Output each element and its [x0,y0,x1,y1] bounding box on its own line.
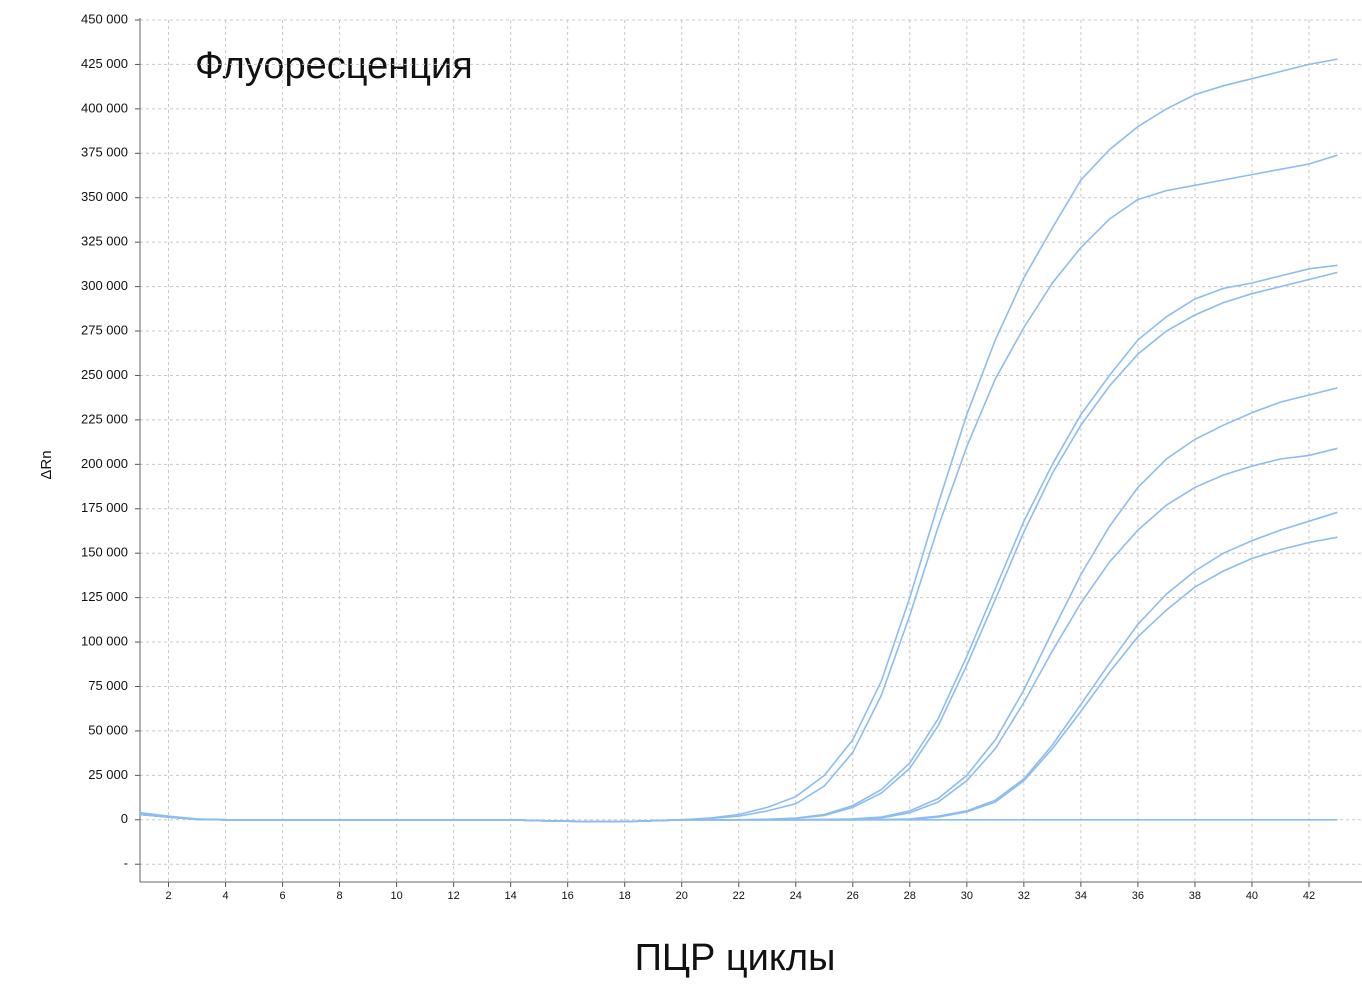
y-tick-label: 250 000 [81,367,128,382]
x-tick-label: 6 [279,890,285,902]
y-tick-label: 325 000 [81,234,128,249]
x-tick-label: 36 [1132,890,1144,902]
x-tick-label: 22 [733,890,745,902]
y-tick-label: 0 [121,811,128,826]
y-tick-label: 400 000 [81,100,128,115]
x-tick-label: 4 [222,890,228,902]
y-tick-label: 200 000 [81,456,128,471]
x-tick-label: 34 [1075,890,1087,902]
y-tick-label: 425 000 [81,56,128,71]
y-tick-label: 150 000 [81,545,128,560]
y-tick-label: - [124,856,128,871]
y-tick-label: 350 000 [81,189,128,204]
y-tick-label: 275 000 [81,322,128,337]
amplification-curve [140,271,1338,823]
x-tick-label: 16 [562,890,574,902]
y-tick-label: 175 000 [81,500,128,515]
x-tick-label: 20 [676,890,688,902]
x-tick-label: 30 [961,890,973,902]
x-tick-label: 38 [1189,890,1201,902]
x-tick-label: 24 [790,890,802,902]
y-tick-label: 50 000 [88,722,128,737]
y-axis-label: ΔRn [38,450,55,479]
y-tick-label: 450 000 [81,11,128,26]
amplification-curve [140,511,1338,823]
x-tick-label: 42 [1303,890,1315,902]
chart-title: Флуоресценция [195,45,473,87]
x-tick-label: 8 [337,890,343,902]
y-tick-label: 25 000 [88,767,128,782]
y-tick-label: 225 000 [81,411,128,426]
y-tick-label: 75 000 [88,678,128,693]
x-tick-label: 40 [1246,890,1258,902]
x-axis-label: ПЦР циклы [635,937,836,979]
y-tick-label: 300 000 [81,278,128,293]
x-tick-label: 12 [448,890,460,902]
plot-area [140,58,1338,823]
y-tick-label: 125 000 [81,589,128,604]
x-tick-label: 32 [1018,890,1030,902]
x-tick-label: 18 [619,890,631,902]
x-tick-label: 26 [847,890,859,902]
x-tick-label: 10 [390,890,402,902]
y-tick-label: 100 000 [81,633,128,648]
x-tick-label: 14 [505,890,517,902]
x-tick-label: 28 [904,890,916,902]
amplification-curve [140,811,1338,823]
y-tick-label: 375 000 [81,145,128,160]
x-tick-label: 2 [165,890,171,902]
